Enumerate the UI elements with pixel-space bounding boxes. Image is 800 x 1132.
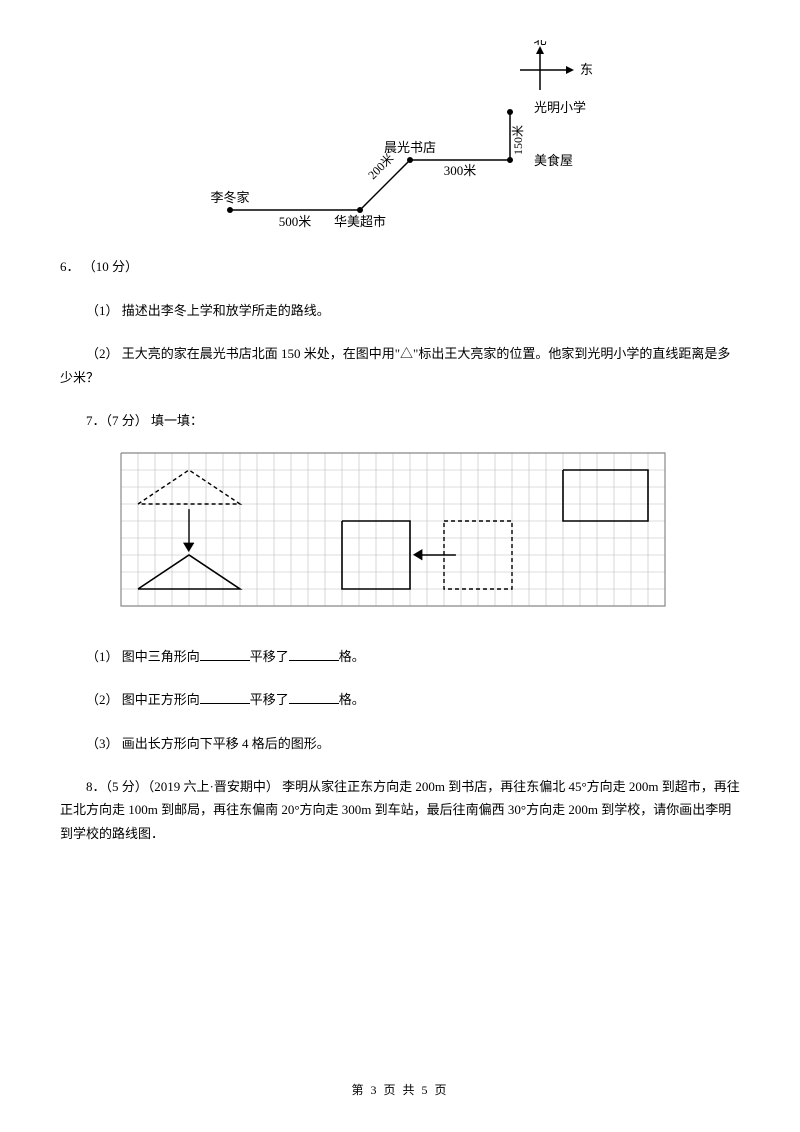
north-label: 北	[533, 40, 546, 47]
q8-text: 8．（5 分）（2019 六上·晋安期中） 李明从家往正东方向走 200m 到书…	[60, 775, 740, 845]
blank	[200, 691, 250, 704]
q7-sub3: （3） 画出长方形向下平移 4 格后的图形。	[60, 732, 740, 755]
d500-label: 500米	[279, 214, 312, 229]
bookstore-label: 晨光书店	[384, 140, 436, 155]
grid-svg	[120, 452, 666, 607]
q6-sub2: （2） 王大亮的家在晨光书店北面 150 米处，在图中用"△"标出王大亮家的位置…	[60, 342, 740, 389]
blank	[200, 648, 250, 661]
q6-sub1: （1） 描述出李冬上学和放学所走的路线。	[60, 299, 740, 322]
supermarket-label: 华美超市	[334, 214, 386, 229]
blank	[289, 648, 339, 661]
q7-sub1: （1） 图中三角形向平移了格。	[60, 645, 740, 668]
school-label: 光明小学	[534, 100, 586, 115]
d300-label: 300米	[444, 163, 477, 178]
lidong-home-label: 李冬家	[210, 190, 249, 205]
compass: 北 东	[520, 40, 593, 90]
q6-header: 6． （10 分）	[60, 255, 740, 278]
q6-points: （10 分）	[83, 259, 138, 274]
q6-number: 6．	[60, 259, 80, 274]
east-label: 东	[580, 62, 593, 77]
grid-diagram	[120, 452, 740, 614]
d150-label: 150米	[511, 125, 525, 155]
map-svg: 北 东 李冬家 500米 华美超市 200米 晨光书店 300米 美食屋 150…	[200, 40, 620, 240]
blank	[289, 691, 339, 704]
page-footer: 第 3 页 共 5 页	[0, 1080, 800, 1102]
foodhouse-label: 美食屋	[534, 153, 573, 168]
q7-sub2: （2） 图中正方形向平移了格。	[60, 688, 740, 711]
q7-header: 7．（7 分） 填一填：	[60, 409, 740, 432]
map-diagram: 北 东 李冬家 500米 华美超市 200米 晨光书店 300米 美食屋 150…	[200, 40, 740, 247]
